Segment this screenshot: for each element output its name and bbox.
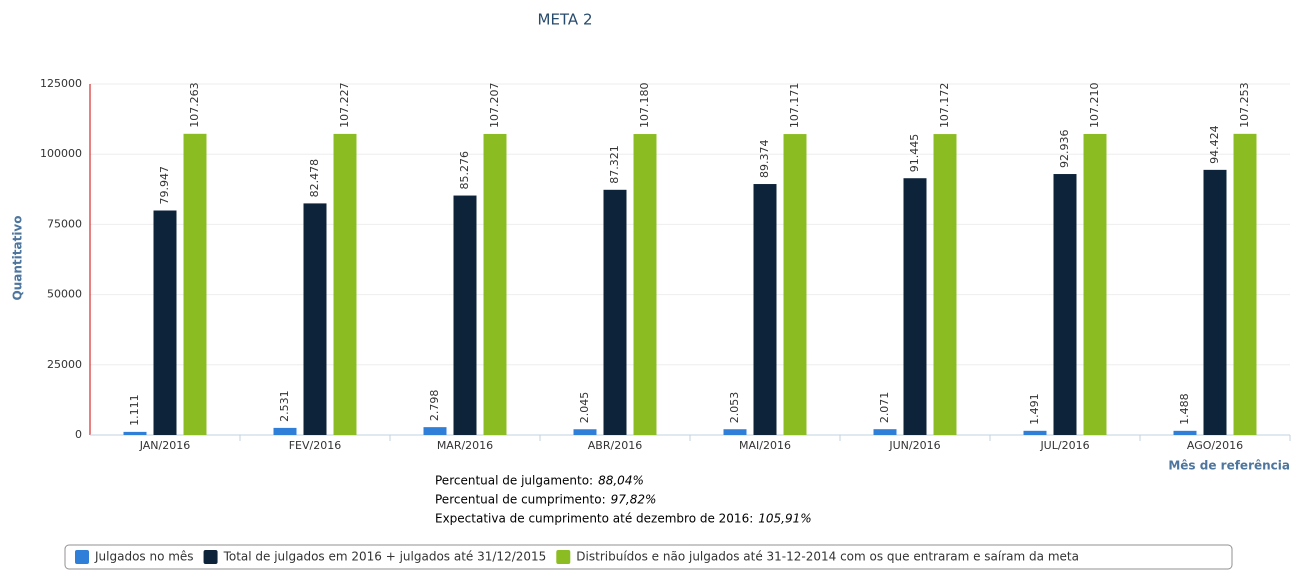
x-tick-label: FEV/2016: [289, 439, 342, 452]
data-label: 87.321: [608, 145, 621, 184]
data-label: 91.445: [908, 134, 921, 173]
y-axis-title: Quantitativo: [11, 216, 25, 301]
data-label: 107.227: [338, 82, 351, 128]
annotation-value: 105,91%: [758, 512, 811, 526]
bar: [903, 178, 927, 435]
bar: [723, 429, 747, 435]
bar: [453, 195, 477, 435]
bar: [303, 203, 327, 435]
legend-label: Julgados no mês: [94, 550, 194, 564]
y-tick-label: 75000: [47, 217, 82, 230]
bar: [123, 431, 147, 435]
annotation-value: 97,82%: [611, 493, 657, 507]
chart-title: META 2: [538, 11, 593, 29]
legend-label: Total de julgados em 2016 + julgados até…: [223, 550, 547, 564]
x-tick-label: MAI/2016: [739, 439, 791, 452]
legend-swatch: [556, 550, 571, 564]
data-label: 2.798: [428, 390, 441, 422]
annotation-text: Percentual de cumprimento:: [435, 493, 606, 507]
bar: [603, 189, 627, 435]
bar: [573, 429, 597, 435]
data-label: 85.276: [458, 151, 471, 190]
bar: [1233, 133, 1257, 436]
bar: [1083, 133, 1107, 435]
x-tick-label: MAR/2016: [437, 439, 493, 452]
data-label: 82.478: [308, 159, 321, 198]
x-tick-label: JAN/2016: [139, 439, 191, 452]
data-label: 1.111: [128, 394, 141, 426]
y-tick-label: 125000: [40, 77, 82, 90]
data-label: 2.071: [878, 392, 891, 424]
x-tick-label: ABR/2016: [588, 439, 642, 452]
bar: [873, 429, 897, 435]
legend-box: [64, 544, 1233, 570]
annotation-text: Expectativa de cumprimento até dezembro …: [435, 512, 753, 526]
y-tick-label: 0: [75, 428, 82, 441]
annotation-value: 88,04%: [598, 474, 644, 488]
bar: [1203, 169, 1227, 435]
data-label: 107.263: [188, 82, 201, 128]
data-label: 2.045: [578, 392, 591, 424]
data-label: 107.180: [638, 83, 651, 129]
x-tick-label: JUL/2016: [1039, 439, 1089, 452]
data-label: 92.936: [1058, 130, 1071, 169]
data-label: 107.172: [938, 83, 951, 129]
bar: [153, 210, 177, 435]
bar: [1023, 430, 1047, 435]
bar: [423, 427, 447, 435]
data-label: 1.491: [1028, 393, 1041, 425]
data-label: 107.210: [1088, 82, 1101, 128]
data-label: 89.374: [758, 140, 771, 179]
x-axis-title: Mês de referência: [1168, 459, 1290, 473]
data-label: 1.488: [1178, 393, 1191, 425]
y-tick-label: 100000: [40, 147, 82, 160]
bar: [633, 134, 657, 435]
legend-label: Distribuídos e não julgados até 31-12-20…: [576, 550, 1079, 564]
bar: [273, 427, 297, 435]
bar: [333, 133, 357, 435]
data-label: 94.424: [1208, 125, 1221, 164]
bar: [183, 133, 207, 436]
x-tick-label: AGO/2016: [1187, 439, 1243, 452]
legend-swatch: [203, 550, 218, 564]
data-label: 107.171: [788, 83, 801, 129]
y-tick-label: 25000: [47, 358, 82, 371]
bar: [483, 133, 507, 435]
annotation-text: Percentual de julgamento:: [435, 474, 593, 488]
y-tick-label: 50000: [47, 288, 82, 301]
bar: [753, 184, 777, 435]
x-tick-label: JUN/2016: [888, 439, 940, 452]
bar: [1173, 430, 1197, 435]
data-label: 79.947: [158, 166, 171, 205]
legend-swatch: [75, 550, 89, 564]
bar: [783, 134, 807, 435]
data-label: 107.207: [488, 82, 501, 128]
bar: [1053, 174, 1077, 435]
bar: [933, 134, 957, 435]
data-label: 2.531: [278, 390, 291, 422]
data-label: 107.253: [1238, 82, 1251, 128]
data-label: 2.053: [728, 392, 741, 424]
